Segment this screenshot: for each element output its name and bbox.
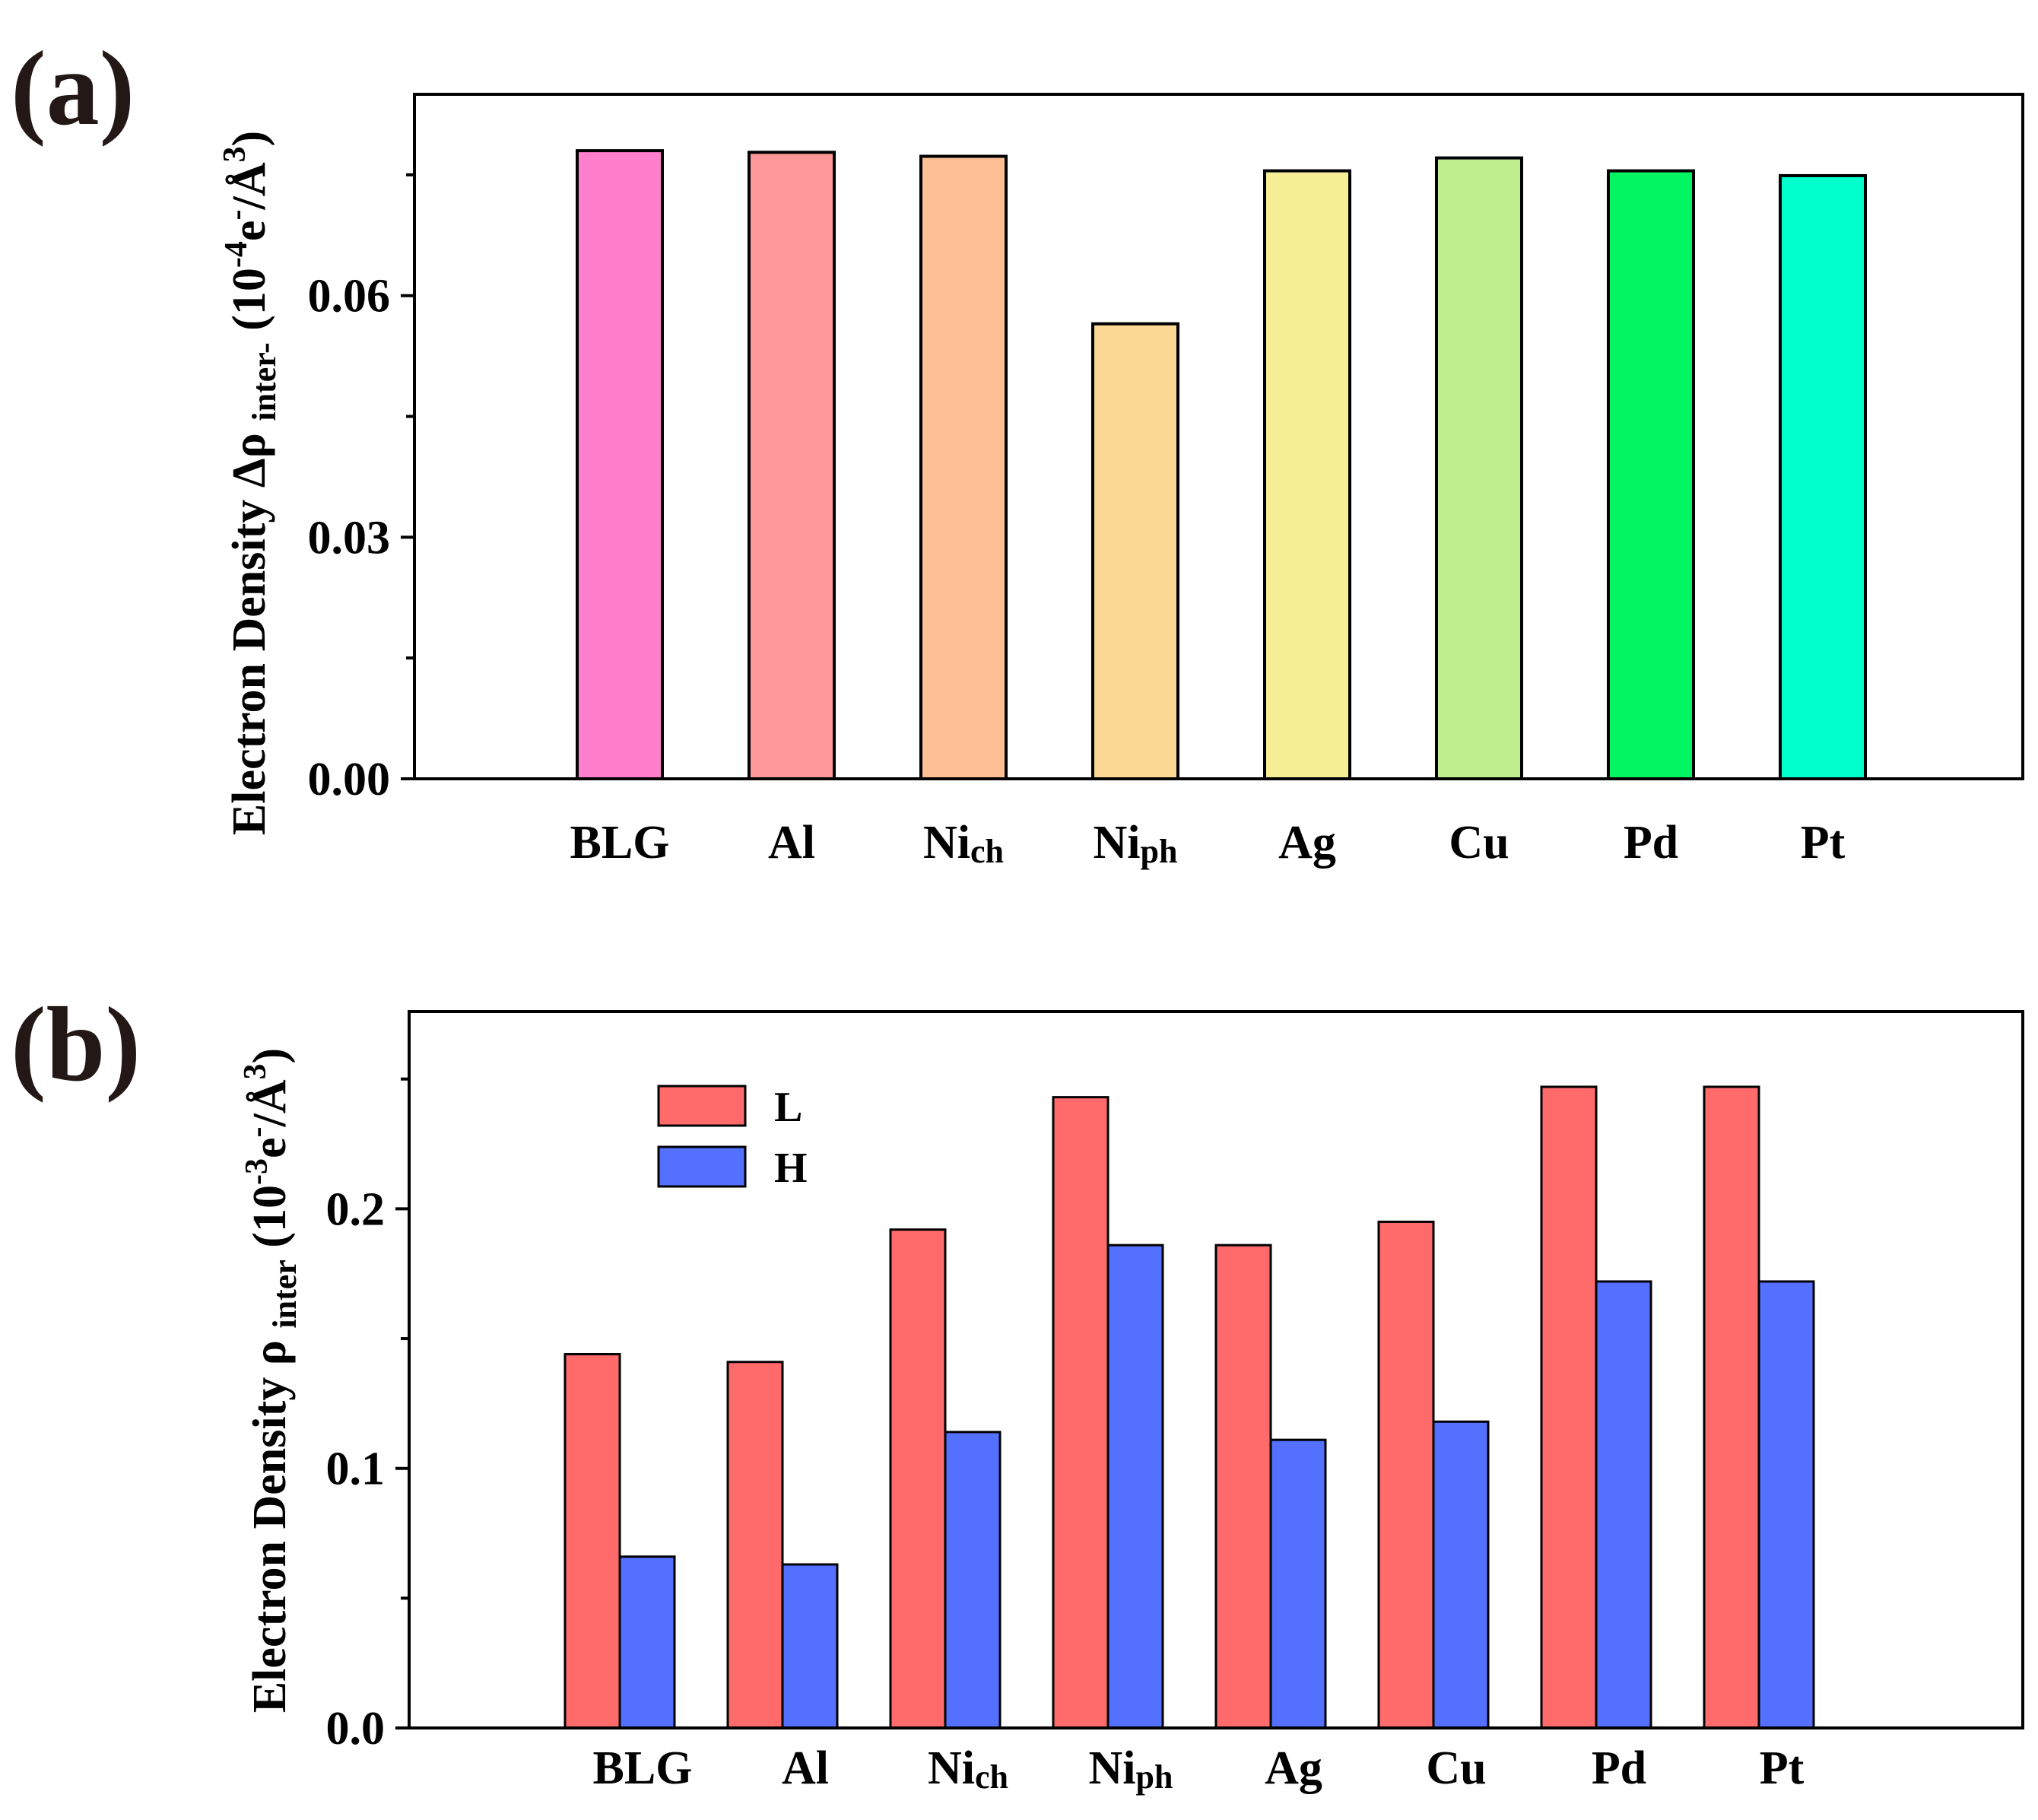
- panel-b-bar-h-cu: [1432, 1420, 1490, 1729]
- panel-b-y-tick-label: 0.2: [326, 1183, 386, 1235]
- panel-a-plot-frame: [413, 93, 2024, 780]
- svg-text:Electron Density ρ inter (10-3: Electron Density ρ inter (10-3e-/Å3): [238, 1048, 303, 1713]
- panel-b-bar-h-al: [781, 1563, 839, 1729]
- panel-b-bar-h-pt: [1757, 1280, 1815, 1729]
- panel-b-bar-l-ni-ph: [1052, 1096, 1109, 1729]
- panel-a-bar-pd: [1607, 169, 1695, 780]
- panel-a-chart: (a) Electron Density Δρ inter- (10-4e-/Å…: [11, 30, 2024, 870]
- panel-b-bar-h-blg: [618, 1555, 676, 1729]
- legend-label-h: H: [774, 1145, 808, 1192]
- panel-a-x-tick-label: Pt: [1801, 817, 1846, 869]
- panel-a-x-tick-label: BLG: [570, 817, 670, 869]
- panel-a-y-tick-label: 0.00: [308, 754, 391, 805]
- panel-a-bar-ni-ph: [1091, 322, 1179, 780]
- panel-b-x-tick-label: Pd: [1592, 1742, 1646, 1794]
- panel-b-bar-l-al: [726, 1361, 784, 1729]
- panel-b-bar-l-ni-ch: [889, 1228, 947, 1729]
- panel-b-chart: (b) Electron Density ρ inter (10-3e-/Å3)…: [11, 986, 2024, 1796]
- panel-a-axes: 0.00 0.03 0.06 BLG Al Nich Niph Ag Cu Pd Pt: [308, 93, 2024, 870]
- panel-b-bar-h-ni-ch: [944, 1431, 1002, 1729]
- panel-a-bars: [576, 149, 1867, 781]
- panel-b-letter: (b): [11, 986, 141, 1104]
- panel-b-bar-l-blg: [563, 1353, 621, 1729]
- panel-a-y-tick-label: 0.06: [308, 271, 391, 322]
- panel-b-y-axis-title: Electron Density ρ inter (10-3e-/Å3): [238, 1048, 303, 1713]
- panel-a-letter: (a): [11, 30, 135, 148]
- panel-b-bar-l-pt: [1703, 1085, 1760, 1729]
- panel-b-x-tick-label: Al: [782, 1742, 829, 1794]
- panel-b-plot-frame: [408, 1010, 2024, 1729]
- legend-swatch-h: [657, 1145, 747, 1188]
- panel-a-bar-ni-ch: [919, 154, 1008, 780]
- panel-b-y-tick-label: 0.0: [326, 1703, 386, 1755]
- panel-a-x-tick-label: Al: [768, 817, 815, 869]
- panel-b-bars: [563, 1085, 1815, 1729]
- panel-a-x-tick-label: Cu: [1449, 817, 1509, 869]
- panel-a-x-tick-label: Nich: [923, 817, 1004, 870]
- panel-a-bar-ag: [1263, 169, 1351, 780]
- panel-b-legend: LH: [657, 1084, 808, 1192]
- legend-swatch-l: [657, 1085, 747, 1127]
- panel-a-x-tick-label: Niph: [1094, 817, 1178, 870]
- panel-b-bar-h-ni-ph: [1106, 1244, 1164, 1729]
- legend-label-l: L: [774, 1084, 802, 1131]
- panel-a-y-tick-label: 0.03: [308, 512, 391, 564]
- panel-b-x-tick-label: Niph: [1089, 1742, 1173, 1796]
- panel-b-axes: 0.0 0.1 0.2 BLG Al Nich Niph Ag Cu Pd Pt: [326, 1010, 2024, 1796]
- panel-a-x-tick-label: Ag: [1278, 817, 1336, 869]
- panel-b-bar-l-pd: [1540, 1085, 1598, 1729]
- panel-b-bar-l-ag: [1214, 1244, 1272, 1729]
- panel-b-x-tick-label: Ag: [1265, 1742, 1322, 1794]
- panel-b-bar-h-ag: [1269, 1438, 1327, 1729]
- panel-b-x-tick-label: BLG: [593, 1742, 693, 1794]
- panel-a-x-tick-label: Pd: [1624, 817, 1678, 869]
- panel-a-bar-al: [748, 151, 836, 780]
- panel-b-bar-l-cu: [1377, 1220, 1435, 1729]
- panel-b-bar-h-pd: [1595, 1280, 1652, 1729]
- panel-a-bar-pt: [1779, 173, 1867, 781]
- panel-b-x-tick-label: Cu: [1426, 1742, 1486, 1794]
- panel-a-bar-blg: [576, 149, 664, 780]
- panel-b-x-tick-label: Nich: [928, 1742, 1008, 1796]
- panel-b-x-tick-label: Pt: [1760, 1742, 1805, 1794]
- panel-a-bar-cu: [1435, 156, 1523, 781]
- panel-a-y-axis-title: Electron Density Δρ inter- (10-4e-/Å3): [217, 131, 283, 835]
- svg-text:Electron Density Δρ inter- (10: Electron Density Δρ inter- (10-4e-/Å3): [217, 131, 283, 835]
- panel-b-y-tick-label: 0.1: [326, 1444, 386, 1495]
